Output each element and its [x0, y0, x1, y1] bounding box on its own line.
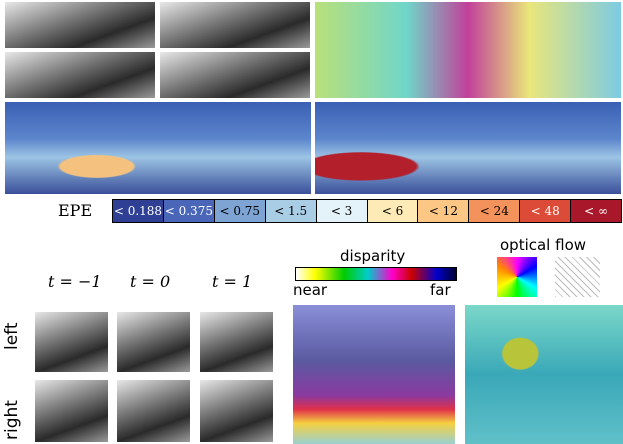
color-wheel — [497, 257, 537, 297]
legend-bin: < 12 — [417, 200, 469, 222]
image — [35, 312, 108, 372]
image — [200, 312, 273, 372]
error-map — [5, 102, 311, 194]
legend-bin: < 6 — [366, 200, 418, 222]
image — [5, 52, 155, 98]
time-label: t = −1 — [48, 272, 102, 291]
image — [117, 312, 190, 372]
legend-bin: < 0.375 — [162, 200, 214, 222]
legend-bin: < 0.75 — [213, 200, 265, 222]
image — [35, 380, 108, 442]
image — [200, 380, 273, 442]
legend-label: EPE — [58, 201, 93, 220]
legend-bin: < 48 — [519, 200, 571, 222]
near-label: near — [293, 281, 328, 299]
legend: < 0.188 < 0.375 < 0.75 < 1.5 < 3 < 6 < 12 < 24 <… — [112, 199, 622, 223]
far-label: far — [430, 281, 451, 299]
colorbar — [295, 267, 457, 281]
legend-bin: < 24 — [468, 200, 520, 222]
flow-title: optical flow — [500, 236, 587, 254]
image — [117, 380, 190, 442]
time-label: t = 0 — [130, 272, 171, 291]
legend-bin: < 1.5 — [264, 200, 316, 222]
disparity-image — [293, 305, 455, 444]
flow-image — [315, 2, 621, 98]
flow-image — [465, 305, 623, 444]
legend-bin: < 3 — [315, 200, 367, 222]
legend-bin: < 0.188 — [113, 200, 163, 222]
row-label: right — [2, 400, 22, 440]
image — [160, 2, 310, 48]
image — [160, 52, 310, 98]
disparity-title: disparity — [340, 247, 406, 265]
error-map — [315, 102, 621, 194]
legend-bin: < ∞ — [570, 200, 622, 222]
image — [5, 2, 155, 48]
time-label: t = 1 — [212, 272, 253, 291]
arrow-field — [555, 257, 600, 297]
row-label: left — [2, 322, 22, 350]
